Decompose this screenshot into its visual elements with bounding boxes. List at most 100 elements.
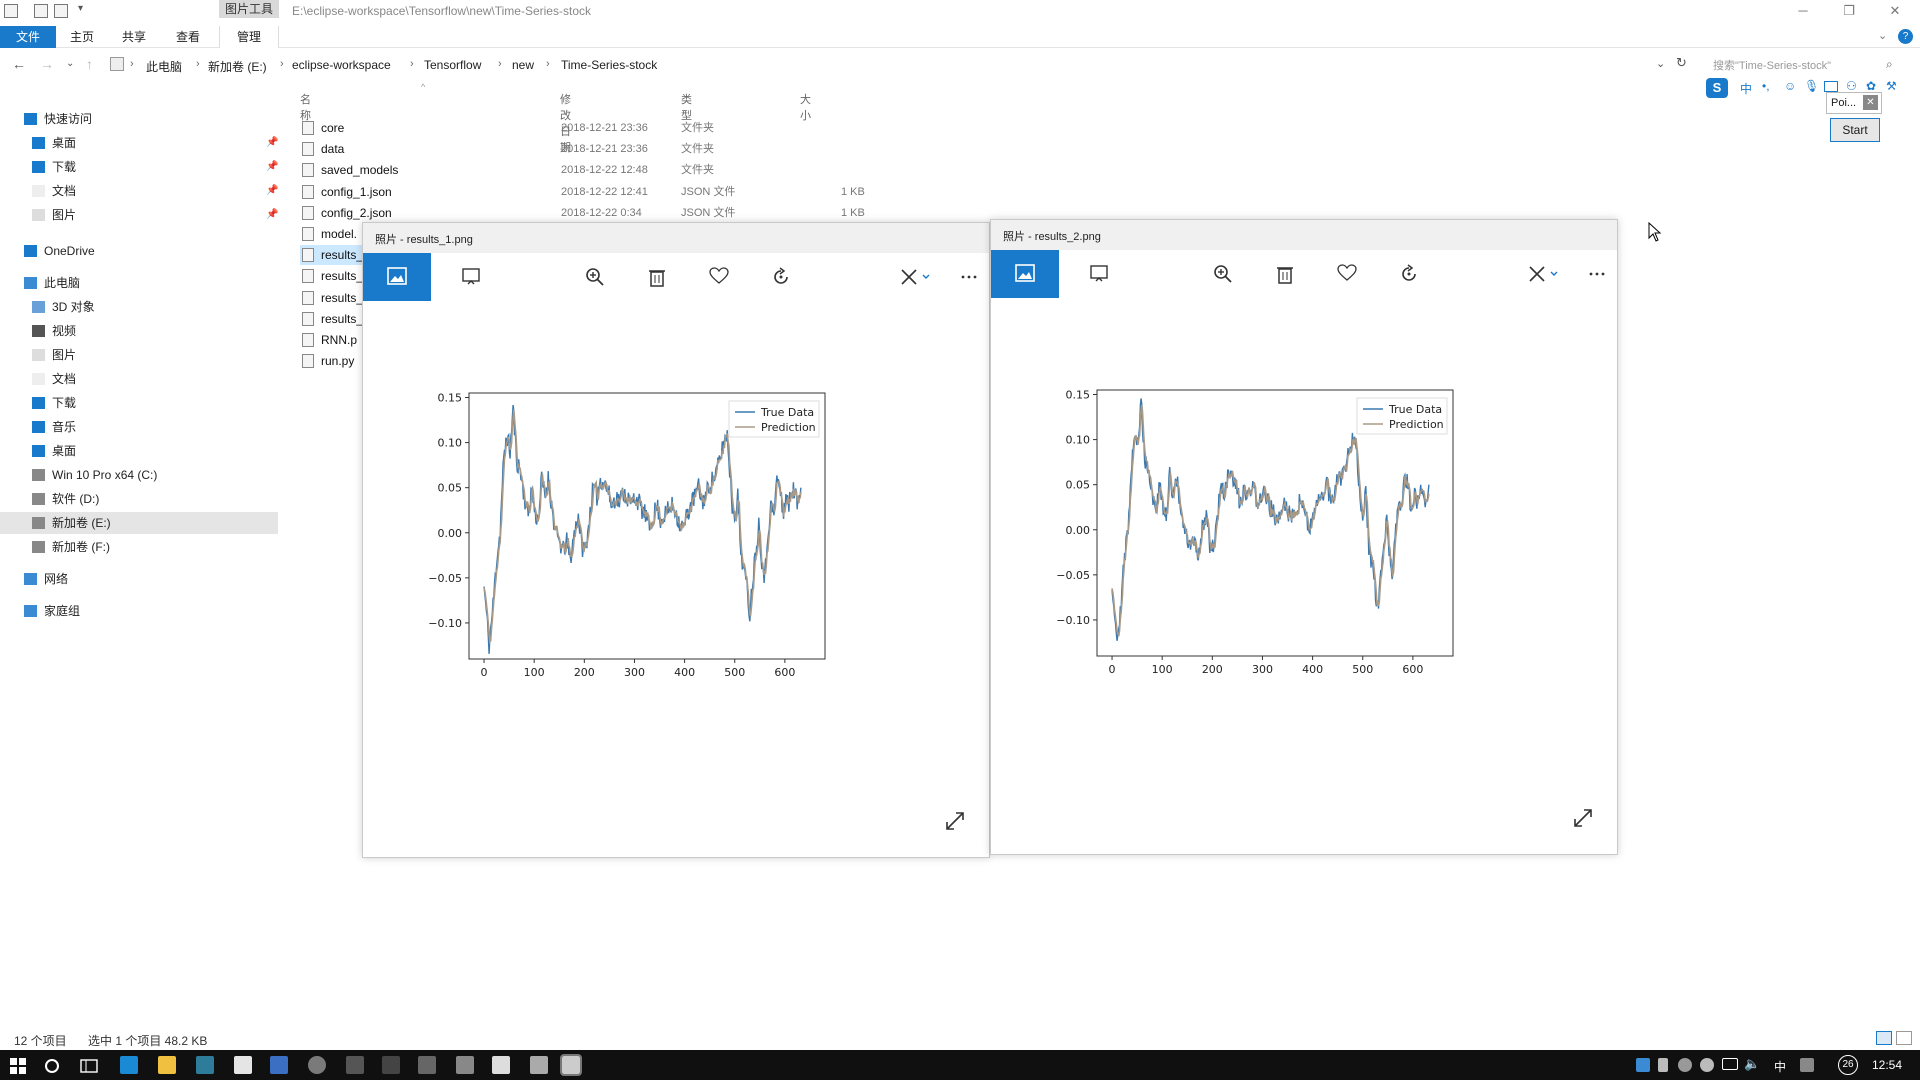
fullscreen-button[interactable] <box>1571 806 1595 830</box>
column-header-name[interactable]: 名称 <box>300 94 311 122</box>
photos-app-active-icon[interactable] <box>560 1054 582 1076</box>
file-row[interactable]: results_ <box>300 266 900 286</box>
details-view-icon[interactable] <box>1876 1031 1892 1045</box>
poi-close-icon[interactable]: ✕ <box>1863 95 1878 110</box>
search-input[interactable]: 搜索"Time-Series-stock" <box>1713 60 1832 72</box>
favorite-button[interactable] <box>1321 250 1373 298</box>
pin-icon[interactable]: 📌 <box>266 209 279 220</box>
nav-item[interactable]: 图片 <box>0 344 278 366</box>
pin-icon[interactable]: 📌 <box>266 161 279 172</box>
notification-badge[interactable]: 26 <box>1838 1055 1858 1075</box>
up-arrow-icon[interactable]: ↑ <box>86 56 93 72</box>
nav-item[interactable]: Win 10 Pro x64 (C:) <box>0 464 278 486</box>
help-icon[interactable]: ? <box>1898 29 1913 44</box>
tab-view[interactable]: 查看 <box>175 30 200 44</box>
nav-item[interactable]: 桌面 <box>0 440 278 462</box>
large-icons-view-icon[interactable] <box>1896 1031 1912 1045</box>
delete-button[interactable] <box>631 253 683 301</box>
nav-item[interactable]: OneDrive <box>0 240 278 262</box>
breadcrumb-item[interactable]: Tensorflow <box>424 58 482 72</box>
nav-item[interactable]: 快速访问 <box>0 108 278 130</box>
display-icon[interactable] <box>1722 1058 1738 1070</box>
file-row[interactable]: data 2018-12-21 23:36 文件夹 <box>300 139 900 159</box>
cortana-icon[interactable] <box>44 1058 60 1074</box>
file-explorer-icon[interactable] <box>158 1056 176 1074</box>
emoji-icon[interactable]: ☺ <box>1784 79 1797 93</box>
nav-item[interactable]: 下载 <box>0 392 278 414</box>
rotate-button[interactable] <box>1383 250 1435 298</box>
windows-start-icon[interactable] <box>10 1058 26 1074</box>
tab-file[interactable]: 文件 <box>0 26 56 48</box>
slideshow-button[interactable] <box>1073 250 1125 298</box>
nav-item[interactable]: 图片 📌 <box>0 204 278 226</box>
zoom-button[interactable] <box>1197 250 1249 298</box>
nav-item[interactable]: 新加卷 (F:) <box>0 536 278 558</box>
recent-dropdown-icon[interactable]: ⌄ <box>66 58 75 69</box>
file-row[interactable]: saved_models 2018-12-22 12:48 文件夹 <box>300 160 900 180</box>
mail-icon[interactable] <box>234 1056 252 1074</box>
task-view-icon[interactable] <box>80 1058 98 1074</box>
more-options-button[interactable] <box>943 253 995 301</box>
nav-item[interactable]: 3D 对象 <box>0 296 278 318</box>
ime-logo-icon[interactable]: S <box>1706 78 1728 98</box>
restore-icon[interactable]: ❐ <box>1843 3 1855 18</box>
breadcrumb-item[interactable]: 新加卷 (E:) <box>208 60 267 74</box>
file-row[interactable]: results_ <box>300 288 900 308</box>
tray-app-icon[interactable] <box>1636 1058 1650 1072</box>
view-image-button[interactable] <box>363 253 431 301</box>
quick-access-dropdown-icon[interactable]: ▾ <box>78 3 84 14</box>
close-icon[interactable]: ✕ <box>1889 3 1901 18</box>
back-arrow-icon[interactable]: ← <box>12 56 26 72</box>
app-icon[interactable] <box>456 1056 474 1074</box>
breadcrumb-item[interactable]: new <box>512 58 535 72</box>
favorite-button[interactable] <box>693 253 745 301</box>
ribbon-expand-icon[interactable]: ⌄ <box>1878 30 1888 42</box>
photos-window-2[interactable]: 照片 - results_2.png 0 100 200 300 400 500 600 −0… <box>990 219 1618 855</box>
address-bar[interactable]: ← → ⌄ ↑ › 此电脑 › 新加卷 (E:) › eclipse-works… <box>0 52 1920 78</box>
file-row[interactable]: model. <box>300 224 900 244</box>
refresh-icon[interactable]: ↻ <box>1676 55 1687 70</box>
nav-item[interactable]: 软件 (D:) <box>0 488 278 510</box>
nav-item[interactable]: 下载 📌 <box>0 156 278 178</box>
nav-item[interactable]: 家庭组 <box>0 600 278 622</box>
photos-app-icon[interactable] <box>492 1056 510 1074</box>
tab-manage[interactable]: 管理 <box>219 26 279 48</box>
nav-item[interactable]: 文档 <box>0 368 278 390</box>
skin-icon[interactable]: ✿ <box>1866 79 1877 93</box>
photos-titlebar[interactable]: 照片 - results_2.png <box>991 220 1617 250</box>
keyboard-icon[interactable] <box>1824 81 1838 92</box>
fullscreen-button[interactable] <box>943 809 967 833</box>
column-header-type[interactable]: 类型 <box>681 94 692 122</box>
user-icon[interactable]: ⚇ <box>1846 79 1857 93</box>
slideshow-button[interactable] <box>445 253 497 301</box>
file-row[interactable]: RNN.p <box>300 330 900 350</box>
file-row[interactable]: results_ <box>300 309 900 329</box>
file-row[interactable]: run.py <box>300 351 900 371</box>
more-options-button[interactable] <box>1571 250 1623 298</box>
minimize-icon[interactable]: ─ <box>1798 3 1808 18</box>
tab-home[interactable]: 主页 <box>69 30 94 44</box>
vscode-icon[interactable] <box>270 1056 288 1074</box>
forward-arrow-icon[interactable]: → <box>40 56 54 72</box>
input-language[interactable]: 中 <box>1774 1060 1787 1074</box>
rotate-button[interactable] <box>755 253 807 301</box>
tools-wrench-icon[interactable]: ⚒ <box>1886 79 1897 93</box>
nav-item[interactable]: 网络 <box>0 568 278 590</box>
poi-popup[interactable]: Poi... ✕ <box>1826 92 1882 114</box>
address-dropdown-icon[interactable]: ⌄ <box>1656 58 1666 70</box>
new-folder-icon[interactable] <box>54 4 68 18</box>
volume-icon[interactable]: 🔈 <box>1744 1056 1761 1071</box>
nav-item[interactable]: 文档 📌 <box>0 180 278 202</box>
file-row[interactable]: core 2018-12-21 23:36 文件夹 <box>300 118 900 138</box>
breadcrumb-item[interactable]: Time-Series-stock <box>561 58 658 72</box>
app-icon[interactable] <box>418 1056 436 1074</box>
nav-item[interactable]: 新加卷 (E:) <box>0 512 278 534</box>
terminal-icon[interactable] <box>346 1056 364 1074</box>
pin-icon[interactable]: 📌 <box>266 185 279 196</box>
ime-lang-toggle[interactable]: 中 <box>1740 82 1753 96</box>
nav-item[interactable]: 此电脑 <box>0 272 278 294</box>
column-header-size[interactable]: 大小 <box>800 94 811 122</box>
start-button[interactable]: Start <box>1830 118 1880 142</box>
search-icon[interactable]: ⌕ <box>1886 57 1893 71</box>
photos-window-1[interactable]: 照片 - results_1.png 0 100 200 300 400 500 600 −0… <box>362 222 990 858</box>
